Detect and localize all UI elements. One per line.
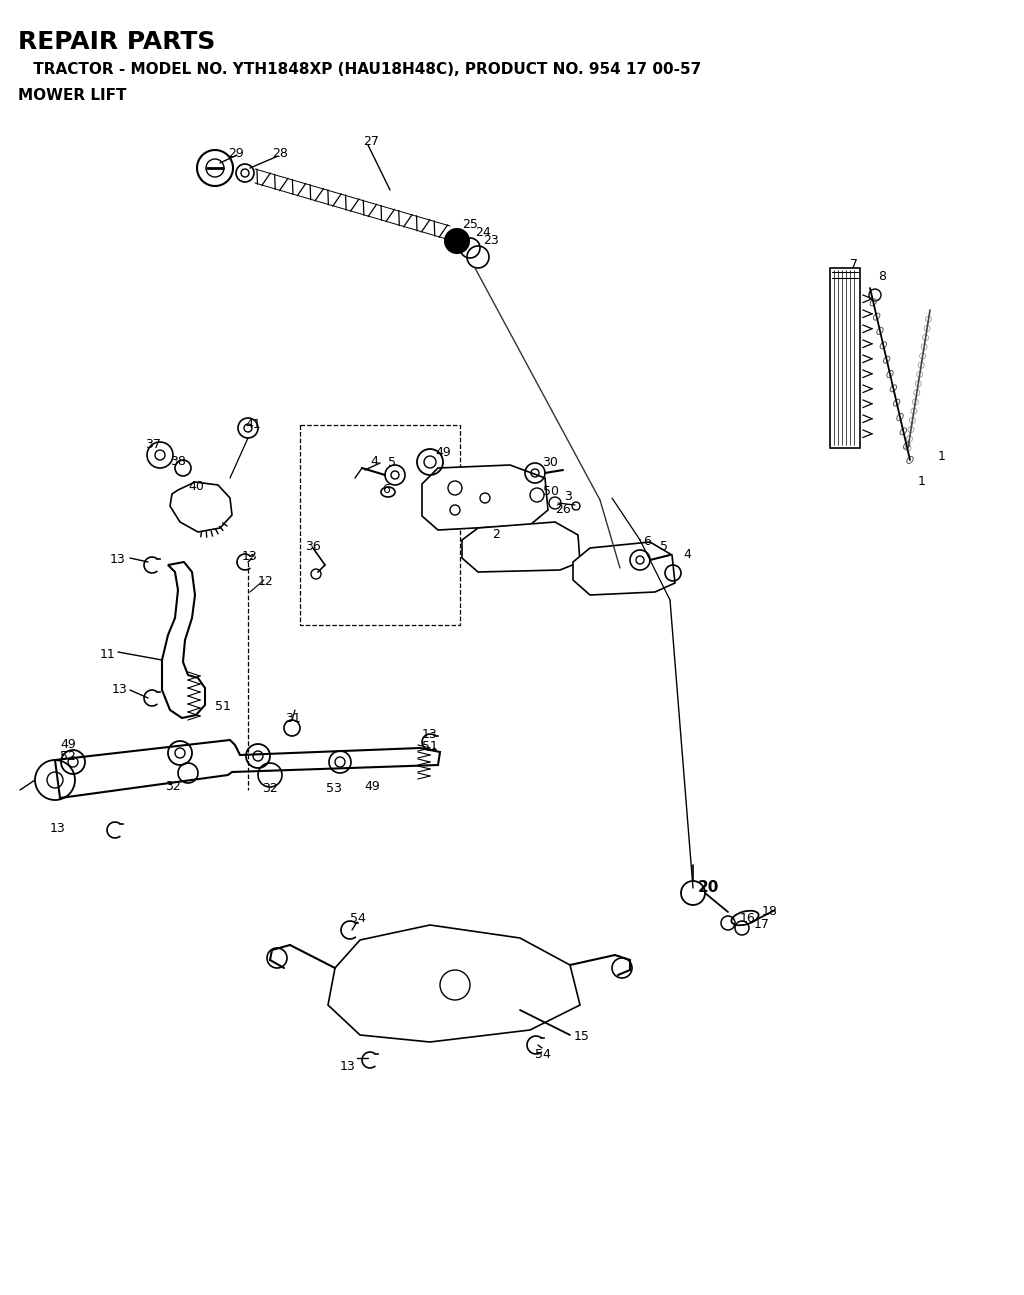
Text: 32: 32 xyxy=(165,780,181,793)
Text: 13: 13 xyxy=(110,553,126,566)
Polygon shape xyxy=(462,522,580,572)
Text: 26: 26 xyxy=(555,502,570,515)
Text: 16: 16 xyxy=(740,912,756,925)
Text: TRACTOR - MODEL NO. YTH1848XP (HAU18H48C), PRODUCT NO. 954 17 00-57: TRACTOR - MODEL NO. YTH1848XP (HAU18H48C… xyxy=(28,62,701,76)
Text: 51: 51 xyxy=(215,701,230,714)
Text: 13: 13 xyxy=(422,728,437,741)
Text: 30: 30 xyxy=(542,456,558,469)
Text: 3: 3 xyxy=(564,490,571,502)
Polygon shape xyxy=(328,925,580,1042)
Text: 17: 17 xyxy=(754,918,770,931)
Text: 29: 29 xyxy=(228,148,244,161)
Text: 37: 37 xyxy=(145,438,161,451)
Polygon shape xyxy=(170,482,232,532)
Text: 49: 49 xyxy=(60,738,76,751)
Text: 15: 15 xyxy=(574,1030,590,1042)
Text: 28: 28 xyxy=(272,148,288,161)
Text: 52: 52 xyxy=(60,750,76,763)
Text: 7: 7 xyxy=(850,258,858,271)
Text: 27: 27 xyxy=(362,135,379,148)
Polygon shape xyxy=(162,562,205,717)
Text: 36: 36 xyxy=(305,540,321,553)
Text: MOWER LIFT: MOWER LIFT xyxy=(18,88,127,104)
Text: 54: 54 xyxy=(350,912,366,925)
Polygon shape xyxy=(422,465,548,530)
Text: 20: 20 xyxy=(698,881,720,895)
Text: 4: 4 xyxy=(683,548,691,561)
Text: 54: 54 xyxy=(535,1048,551,1061)
Text: 2: 2 xyxy=(492,528,500,541)
Text: 13: 13 xyxy=(50,822,66,835)
Text: 1: 1 xyxy=(938,449,946,464)
Polygon shape xyxy=(55,739,440,798)
Text: 8: 8 xyxy=(878,269,886,284)
Bar xyxy=(830,268,860,448)
Text: 53: 53 xyxy=(326,782,342,795)
Text: 18: 18 xyxy=(762,905,778,918)
Text: 51: 51 xyxy=(422,739,438,752)
Text: 49: 49 xyxy=(435,445,451,458)
Text: 12: 12 xyxy=(258,575,273,588)
Circle shape xyxy=(197,150,233,186)
Text: REPAIR PARTS: REPAIR PARTS xyxy=(18,30,215,54)
Circle shape xyxy=(445,229,469,253)
Text: 24: 24 xyxy=(475,227,490,240)
Text: 11: 11 xyxy=(100,648,116,660)
Text: 13: 13 xyxy=(112,682,128,695)
Text: 5: 5 xyxy=(660,540,668,553)
Text: 49: 49 xyxy=(364,780,380,793)
Text: 1: 1 xyxy=(918,475,926,488)
Bar xyxy=(300,425,460,625)
Text: 31: 31 xyxy=(285,712,301,725)
Text: 32: 32 xyxy=(262,782,278,795)
Text: 38: 38 xyxy=(170,455,186,467)
Text: 5: 5 xyxy=(388,456,396,469)
Text: 41: 41 xyxy=(245,418,261,431)
Text: 6: 6 xyxy=(643,535,651,548)
Text: 40: 40 xyxy=(188,480,204,493)
Text: 4: 4 xyxy=(370,455,378,467)
Text: 13: 13 xyxy=(242,550,258,563)
Text: 25: 25 xyxy=(462,218,478,231)
Text: 23: 23 xyxy=(483,234,499,247)
Text: 6: 6 xyxy=(382,483,390,496)
Text: 50: 50 xyxy=(543,486,559,499)
Text: 13: 13 xyxy=(340,1061,355,1074)
Polygon shape xyxy=(573,543,675,594)
